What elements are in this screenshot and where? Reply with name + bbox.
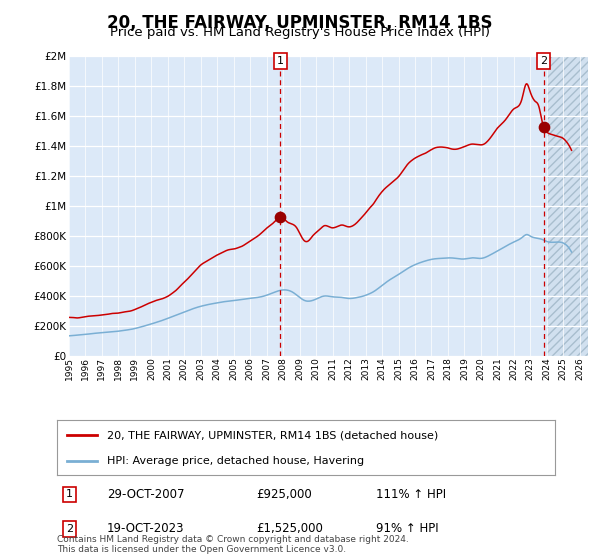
Text: Contains HM Land Registry data © Crown copyright and database right 2024.
This d: Contains HM Land Registry data © Crown c… (57, 535, 409, 554)
Text: 20, THE FAIRWAY, UPMINSTER, RM14 1BS (detached house): 20, THE FAIRWAY, UPMINSTER, RM14 1BS (de… (107, 431, 438, 440)
Text: 2: 2 (66, 524, 73, 534)
Text: 91% ↑ HPI: 91% ↑ HPI (376, 522, 439, 535)
Text: 29-OCT-2007: 29-OCT-2007 (107, 488, 184, 501)
Text: 2: 2 (540, 56, 547, 66)
Bar (547, 56, 588, 356)
Text: 111% ↑ HPI: 111% ↑ HPI (376, 488, 446, 501)
Point (275, 213, 285, 222)
Text: £1,525,000: £1,525,000 (256, 522, 323, 535)
Point (539, 123, 548, 132)
Text: 1: 1 (66, 489, 73, 500)
Text: 20, THE FAIRWAY, UPMINSTER, RM14 1BS: 20, THE FAIRWAY, UPMINSTER, RM14 1BS (107, 14, 493, 32)
Text: £925,000: £925,000 (256, 488, 312, 501)
Bar (547, 56, 588, 356)
Text: HPI: Average price, detached house, Havering: HPI: Average price, detached house, Have… (107, 456, 364, 466)
Text: Price paid vs. HM Land Registry's House Price Index (HPI): Price paid vs. HM Land Registry's House … (110, 26, 490, 39)
Text: 19-OCT-2023: 19-OCT-2023 (107, 522, 184, 535)
Text: 1: 1 (277, 56, 284, 66)
